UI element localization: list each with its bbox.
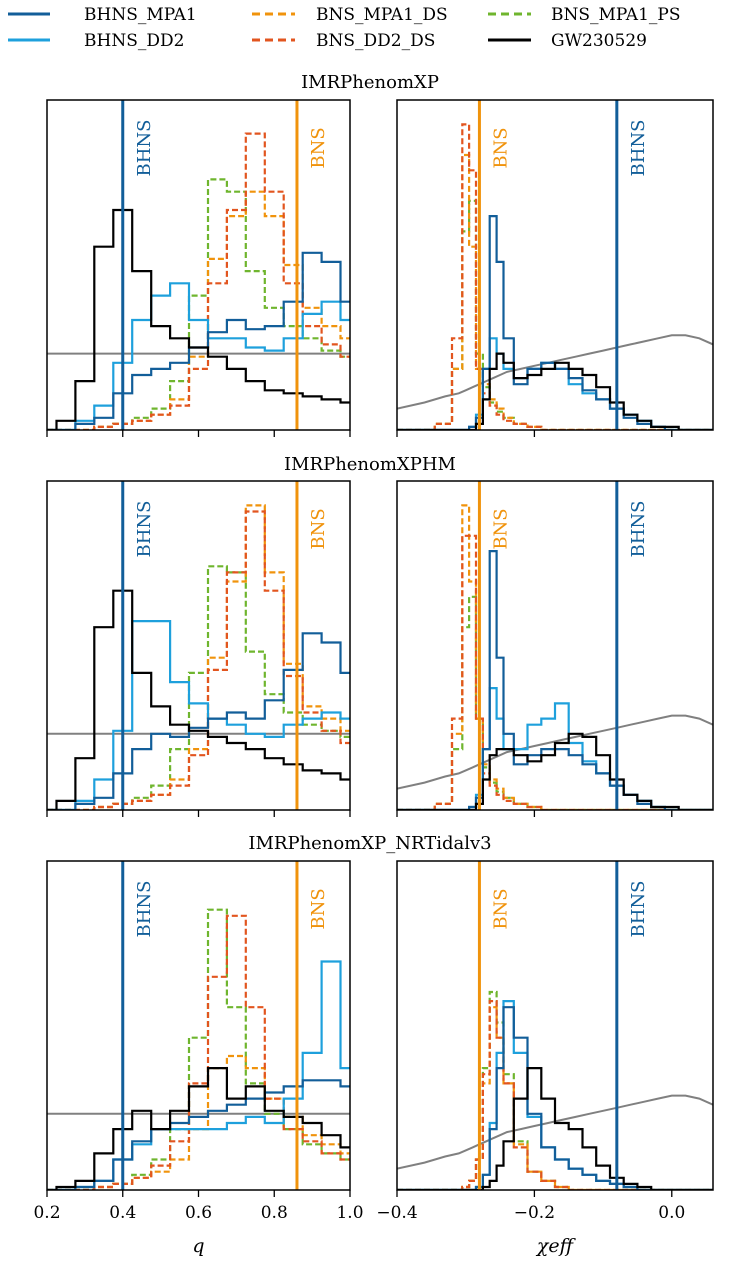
vline-label-bhns: BHNS	[628, 880, 649, 937]
series-bns-dd2-ds	[47, 510, 350, 810]
panel-4: IMRPhenomXP_NRTidalv3 BHNS BNS 0.2 0.4 0.6 0.8…	[33, 833, 491, 1257]
plot-marks	[397, 504, 713, 810]
x-axis-label: χeff	[535, 1235, 577, 1257]
series-gw230529	[47, 589, 350, 810]
axes-frame	[396, 99, 714, 431]
x-tick-label: 0.6	[185, 1203, 212, 1223]
series-bns-dd2-ds	[397, 1000, 713, 1190]
series-bns-mpa1-ds	[397, 504, 713, 810]
plot-marks	[47, 908, 350, 1190]
series-bhns-dd2	[397, 337, 713, 430]
vline-label-bhns: BHNS	[628, 119, 649, 176]
vline-label-bhns: BHNS	[628, 500, 649, 557]
series-gw230529	[397, 732, 713, 810]
series-bhns-mpa1	[47, 251, 350, 430]
axes-frame	[46, 480, 351, 811]
axes-frame	[396, 860, 714, 1191]
vline-label-bns: BNS	[308, 888, 329, 929]
series-bns-dd2-ds	[47, 132, 350, 430]
legend-label: BHNS_MPA1	[84, 5, 197, 25]
plot-marks	[397, 990, 713, 1190]
series-bhns-dd2	[47, 282, 350, 430]
series-bns-dd2-ds	[397, 534, 713, 810]
panel-title: IMRPhenomXPHM	[284, 454, 456, 475]
x-tick-label: 0.2	[33, 1203, 60, 1223]
series-bhns-mpa1	[47, 632, 350, 810]
vline-label-bns: BNS	[490, 508, 511, 549]
legend-label: BHNS_DD2	[84, 31, 184, 51]
vline-label-bns: BNS	[308, 127, 329, 168]
series-bhns-mpa1	[397, 550, 713, 810]
series-bns-mpa1-ps	[47, 178, 350, 430]
series-gw230529	[397, 352, 713, 430]
panel-0: IMRPhenomXP BHNS BNS	[46, 72, 439, 437]
series-bhns-mpa1	[47, 1079, 350, 1190]
series-gw230529	[47, 208, 350, 430]
panel-3: BNS BHNS	[396, 480, 714, 817]
panel-title: IMRPhenomXP	[301, 72, 439, 93]
legend-item-gw230529: GW230529	[488, 31, 647, 51]
x-tick-label: 0.0	[658, 1203, 685, 1223]
series-bns-mpa1-ps	[47, 565, 350, 810]
series-gw230529	[47, 1067, 350, 1190]
series-bns-mpa1-ps	[47, 908, 350, 1190]
legend-item-bhns-mpa1: BHNS_MPA1	[8, 5, 197, 25]
vline-label-bns: BNS	[490, 888, 511, 929]
panel-title: IMRPhenomXP_NRTidalv3	[248, 833, 491, 854]
series-bhns-mpa1	[397, 215, 713, 430]
vline-label-bhns: BHNS	[134, 880, 155, 937]
legend-label: BNS_MPA1_PS	[551, 5, 680, 25]
series-bhns-dd2	[47, 960, 350, 1190]
prior-curve	[397, 334, 713, 410]
x-tick-label: 0.4	[109, 1203, 136, 1223]
vline-label-bhns: BHNS	[134, 119, 155, 176]
legend-item-bns-mpa1-ps: BNS_MPA1_PS	[488, 5, 680, 25]
series-bns-mpa1-ds	[397, 153, 713, 430]
plot-marks	[397, 123, 713, 430]
series-bhns-dd2	[47, 620, 350, 810]
plot-marks	[47, 504, 350, 810]
series-bns-mpa1-ds	[47, 504, 350, 810]
series-bns-mpa1-ds	[47, 1054, 350, 1190]
legend-label: GW230529	[551, 31, 647, 51]
panel-2: IMRPhenomXPHM BHNS BNS	[46, 454, 456, 817]
legend-label: BNS_DD2_DS	[316, 31, 435, 51]
legend-item-bhns-dd2: BHNS_DD2	[8, 31, 184, 51]
plot-marks	[47, 132, 350, 430]
legend-item-bns-mpa1-ds: BNS_MPA1_DS	[252, 5, 448, 25]
prior-curve	[397, 714, 713, 790]
legend-item-bns-dd2-ds: BNS_DD2_DS	[252, 31, 435, 51]
series-gw230529	[397, 1067, 713, 1190]
panel-5: BNS BHNS −0.4 −0.2 0.0 χeff	[376, 860, 714, 1257]
x-tick-label: −0.4	[376, 1203, 417, 1223]
x-tick-label: 0.8	[261, 1203, 288, 1223]
series-bns-dd2-ds	[397, 123, 713, 430]
x-axis-label: q	[192, 1235, 204, 1257]
series-bns-mpa1-ds	[47, 190, 350, 430]
axes-frame	[396, 480, 714, 811]
vline-label-bhns: BHNS	[134, 500, 155, 557]
legend: BHNS_MPA1 BNS_MPA1_DS BNS_MPA1_PS BHNS_D…	[8, 5, 680, 51]
x-tick-label: 1.0	[336, 1203, 363, 1223]
panel-1: BNS BHNS	[396, 99, 714, 437]
series-bns-dd2-ds	[47, 914, 350, 1190]
legend-label: BNS_MPA1_DS	[316, 5, 448, 25]
vline-label-bns: BNS	[490, 127, 511, 168]
series-bhns-dd2	[397, 1000, 713, 1190]
x-tick-label: −0.2	[514, 1203, 555, 1223]
vline-label-bns: BNS	[308, 508, 329, 549]
